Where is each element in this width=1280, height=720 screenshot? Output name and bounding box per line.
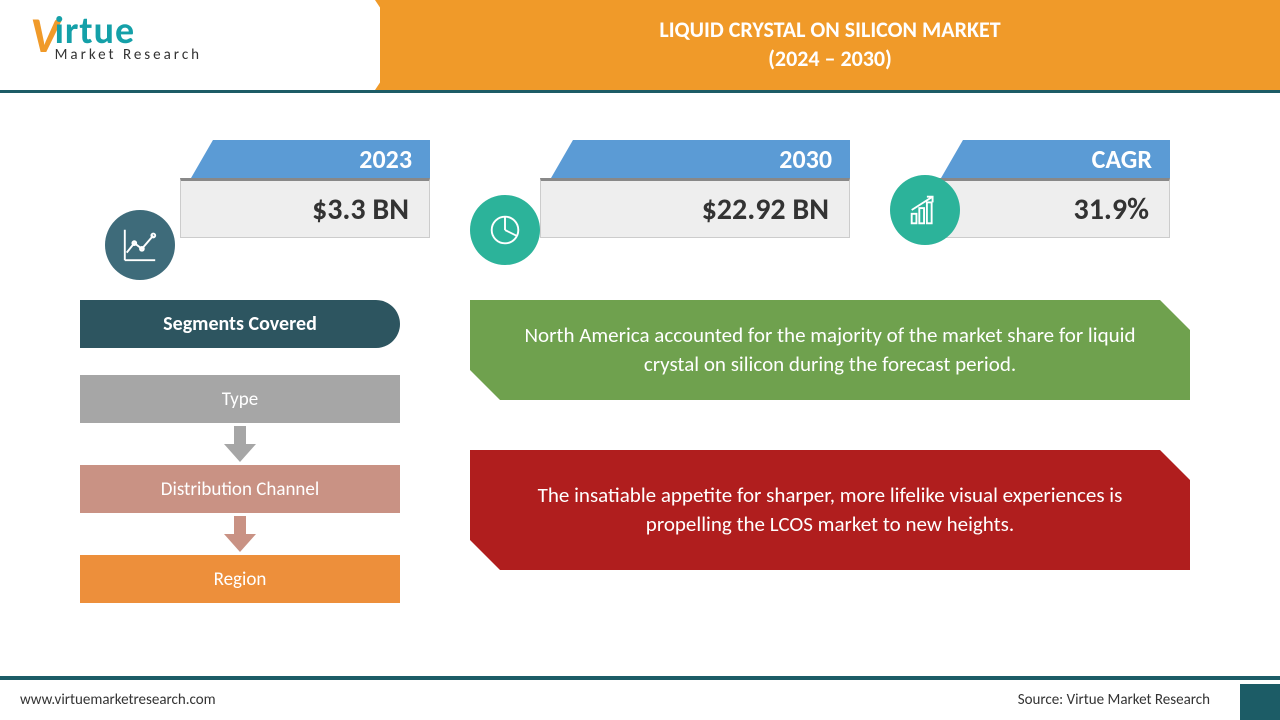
stat-value: 31.9% — [1074, 191, 1150, 228]
segment-label: Distribution Channel — [161, 478, 319, 501]
segment-region: Region — [80, 555, 400, 603]
footer-url: www.virtuemarketresearch.com — [20, 691, 216, 709]
corner-accent — [1240, 684, 1280, 720]
stat-card-2023: 2023 $3.3 BN — [180, 140, 430, 238]
arrow-down-icon — [220, 424, 260, 464]
stat-body: $22.92 BN — [540, 178, 850, 238]
stat-tab: CAGR — [970, 140, 1170, 178]
line-chart-icon — [105, 210, 175, 280]
callout-text: The insatiable appetite for sharper, mor… — [510, 481, 1150, 540]
stat-card-2030: 2030 $22.92 BN — [540, 140, 850, 238]
footer-source: Source: Virtue Market Research — [1018, 691, 1210, 709]
chevron-icon — [370, 0, 420, 90]
title-line1: LIQUID CRYSTAL ON SILICON MARKET — [659, 16, 1000, 43]
stat-tab: 2030 — [580, 140, 850, 178]
stat-card-cagr: CAGR 31.9% — [930, 140, 1170, 238]
logo-text: irtue Market Research — [55, 8, 202, 64]
stat-body: $3.3 BN — [180, 178, 430, 238]
segment-type: Type — [80, 375, 400, 423]
pie-chart-icon — [470, 195, 540, 265]
title-line2: (2024 – 2030) — [768, 45, 892, 72]
growth-chart-icon — [890, 175, 960, 245]
stat-body: 31.9% — [930, 178, 1170, 238]
arrow-down-icon — [220, 514, 260, 554]
callout-text: North America accounted for the majority… — [510, 321, 1150, 380]
divider-top — [0, 90, 1280, 93]
logo-tagline: Market Research — [55, 46, 202, 64]
footer: www.virtuemarketresearch.com Source: Vir… — [0, 680, 1280, 720]
stat-value: $22.92 BN — [702, 191, 829, 228]
segment-label: Region — [214, 568, 267, 591]
header-banner: LIQUID CRYSTAL ON SILICON MARKET (2024 –… — [380, 0, 1280, 90]
callout-green: North America accounted for the majority… — [470, 300, 1190, 400]
stat-label: 2030 — [779, 143, 832, 175]
stat-label: CAGR — [1092, 143, 1152, 175]
segments-header: Segments Covered — [80, 300, 400, 348]
segments-header-label: Segments Covered — [163, 312, 317, 336]
stat-value: $3.3 BN — [312, 191, 409, 228]
stat-tab: 2023 — [220, 140, 430, 178]
segment-label: Type — [222, 388, 258, 411]
segment-distribution: Distribution Channel — [80, 465, 400, 513]
callout-red: The insatiable appetite for sharper, mor… — [470, 450, 1190, 570]
header-title: LIQUID CRYSTAL ON SILICON MARKET (2024 –… — [659, 16, 1000, 73]
logo: V irtue Market Research — [30, 5, 202, 66]
stat-label: 2023 — [359, 143, 412, 175]
